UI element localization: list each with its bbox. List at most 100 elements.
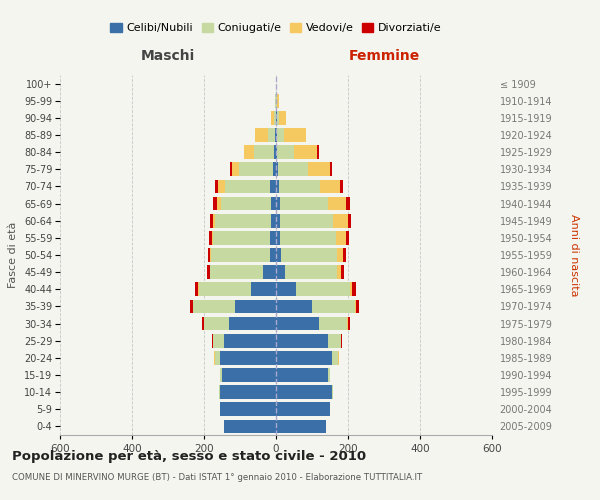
Bar <box>336 231 346 244</box>
Bar <box>276 111 277 124</box>
Bar <box>220 402 276 416</box>
Bar <box>215 180 218 194</box>
Bar <box>224 334 276 347</box>
Bar <box>350 282 352 296</box>
Bar <box>212 231 213 244</box>
Bar <box>254 146 274 159</box>
Bar <box>209 231 212 244</box>
Bar <box>276 146 277 159</box>
Bar <box>213 334 224 347</box>
Bar <box>224 420 276 434</box>
Bar <box>204 316 229 330</box>
Bar <box>271 196 276 210</box>
Bar <box>276 162 278 176</box>
Bar <box>276 300 312 314</box>
Bar <box>271 111 274 124</box>
Bar <box>217 196 221 210</box>
Bar <box>332 351 338 364</box>
Bar <box>277 111 278 124</box>
Text: Maschi: Maschi <box>141 48 195 62</box>
Bar <box>251 282 276 296</box>
Bar <box>276 316 319 330</box>
Bar <box>215 351 220 364</box>
Bar <box>232 162 239 176</box>
Bar <box>320 180 340 194</box>
Bar <box>230 162 232 176</box>
Bar <box>352 282 356 296</box>
Bar <box>224 180 269 194</box>
Bar <box>276 180 279 194</box>
Bar <box>222 368 276 382</box>
Bar <box>276 94 277 108</box>
Bar <box>341 334 342 347</box>
Bar <box>285 266 337 279</box>
Bar <box>276 196 280 210</box>
Bar <box>199 282 251 296</box>
Bar <box>268 128 275 142</box>
Bar <box>202 316 203 330</box>
Bar <box>277 146 293 159</box>
Text: COMUNE DI MINERVINO MURGE (BT) - Dati ISTAT 1° gennaio 2010 - Elaborazione TUTTI: COMUNE DI MINERVINO MURGE (BT) - Dati IS… <box>12 472 422 482</box>
Bar <box>330 162 332 176</box>
Bar <box>340 180 343 194</box>
Bar <box>278 111 286 124</box>
Bar <box>274 146 276 159</box>
Bar <box>279 180 320 194</box>
Bar <box>278 162 308 176</box>
Bar <box>220 368 222 382</box>
Bar <box>211 248 269 262</box>
Bar <box>273 162 276 176</box>
Bar <box>276 402 330 416</box>
Bar <box>276 214 280 228</box>
Bar <box>337 248 343 262</box>
Text: Femmine: Femmine <box>349 48 419 62</box>
Bar <box>269 248 276 262</box>
Bar <box>319 316 347 330</box>
Bar <box>277 128 284 142</box>
Bar <box>276 351 332 364</box>
Bar <box>343 248 346 262</box>
Bar <box>280 196 328 210</box>
Bar <box>328 334 341 347</box>
Bar <box>190 300 193 314</box>
Bar <box>276 128 277 142</box>
Bar <box>271 214 276 228</box>
Bar <box>274 111 276 124</box>
Bar <box>284 128 306 142</box>
Bar <box>221 196 271 210</box>
Bar <box>296 282 350 296</box>
Bar <box>214 196 217 210</box>
Bar <box>270 231 276 244</box>
Bar <box>239 162 273 176</box>
Bar <box>281 248 337 262</box>
Bar <box>194 282 198 296</box>
Bar <box>276 334 328 347</box>
Bar <box>213 214 215 228</box>
Bar <box>276 231 280 244</box>
Bar <box>280 214 333 228</box>
Bar <box>215 214 271 228</box>
Bar <box>276 368 328 382</box>
Bar <box>207 266 210 279</box>
Bar <box>220 351 276 364</box>
Bar <box>210 266 263 279</box>
Legend: Celibi/Nubili, Coniugati/e, Vedovi/e, Divorziati/e: Celibi/Nubili, Coniugati/e, Vedovi/e, Di… <box>107 20 445 36</box>
Bar <box>346 196 350 210</box>
Text: Popolazione per età, sesso e stato civile - 2010: Popolazione per età, sesso e stato civil… <box>12 450 366 463</box>
Bar <box>333 214 348 228</box>
Bar <box>346 231 349 244</box>
Bar <box>337 266 341 279</box>
Bar <box>276 386 332 399</box>
Bar <box>356 300 359 314</box>
Y-axis label: Fasce di età: Fasce di età <box>8 222 19 288</box>
Bar <box>275 94 276 108</box>
Bar <box>293 146 317 159</box>
Bar <box>280 231 336 244</box>
Bar <box>235 300 276 314</box>
Bar <box>355 300 356 314</box>
Bar <box>276 282 296 296</box>
Bar <box>341 266 344 279</box>
Bar <box>269 180 276 194</box>
Bar <box>213 231 270 244</box>
Bar <box>229 316 276 330</box>
